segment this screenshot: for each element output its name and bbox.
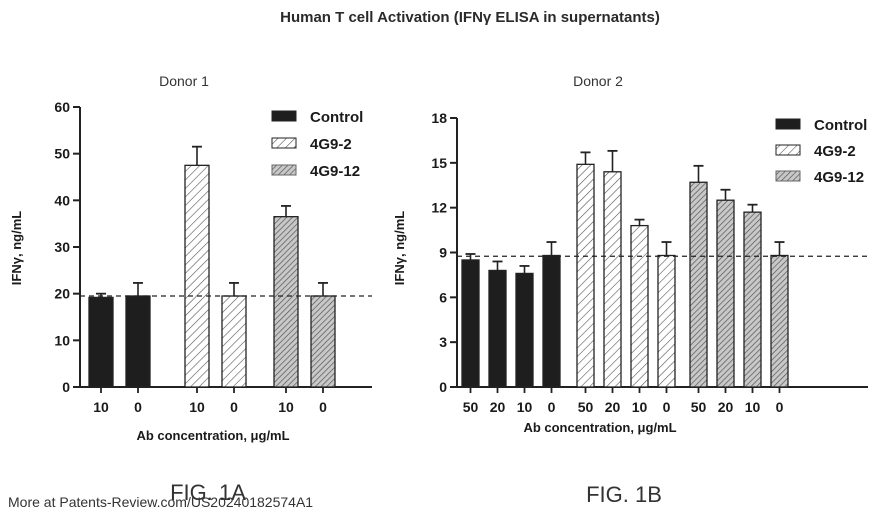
y-tick-label: 60 — [54, 99, 70, 115]
x-tick-label: 0 — [548, 399, 556, 415]
x-tick-label: 20 — [605, 399, 621, 415]
chart-title-donor-1: Donor 1 — [159, 73, 209, 89]
x-tick-label: 10 — [632, 399, 648, 415]
bar-control — [89, 297, 113, 387]
x-tick-label: 10 — [93, 399, 109, 415]
bar-4g9-12 — [744, 212, 761, 387]
x-tick-label: 10 — [745, 399, 761, 415]
x-tick-label: 50 — [691, 399, 707, 415]
bar-4g9-2 — [631, 226, 648, 387]
legend-label-4g9-12: 4G9-12 — [814, 169, 864, 186]
y-axis-label-donor-2: IFNγ, ng/mL — [392, 211, 407, 285]
y-tick-label: 10 — [54, 332, 70, 348]
y-tick-label: 20 — [54, 286, 70, 302]
bar-control — [462, 260, 479, 387]
y-tick-label: 40 — [54, 192, 70, 208]
legend-label-control: Control — [814, 117, 867, 134]
y-tick-label: 15 — [431, 155, 447, 171]
x-tick-label: 10 — [189, 399, 205, 415]
y-tick-label: 9 — [439, 245, 447, 261]
x-tick-label: 0 — [230, 399, 238, 415]
legend-label-control: Control — [310, 109, 363, 126]
x-tick-label: 0 — [319, 399, 327, 415]
chart-donor-2: Donor 2 0 3 6 9 12 15 18 50 20 10 0 50 20 10 0 50 20 100 … — [392, 73, 868, 507]
bar-4g9-12 — [274, 217, 298, 387]
plot-area-donor-2: 0 3 6 9 12 15 18 50 20 10 0 50 20 10 0 50 20 10 0 — [431, 110, 868, 415]
bar-4g9-12 — [771, 255, 788, 387]
bar-4g9-12 — [717, 200, 734, 387]
y-tick-label: 6 — [439, 289, 447, 305]
bar-control — [489, 270, 506, 387]
bar-4g9-2 — [658, 255, 675, 387]
legend-swatch-4g9-2 — [776, 145, 800, 155]
x-axis-label-donor-1: Ab concentration, μg/mL — [136, 428, 289, 443]
bar-4g9-2 — [185, 165, 209, 387]
figure-label-1b: FIG. 1B — [586, 482, 662, 507]
figure-title: Human T cell Activation (IFNγ ELISA in s… — [280, 9, 660, 26]
x-tick-label: 0 — [663, 399, 671, 415]
y-axis-label-donor-1: IFNγ, ng/mL — [9, 211, 24, 285]
y-tick-label: 50 — [54, 146, 70, 162]
y-tick-label: 30 — [54, 239, 70, 255]
y-tick-label: 18 — [431, 110, 447, 126]
y-tick-label: 0 — [439, 379, 447, 395]
x-axis-label-donor-2: Ab concentration, μg/mL — [523, 420, 676, 435]
legend-donor-1: Control 4G9-2 4G9-12 — [272, 109, 363, 180]
x-tick-label: 0 — [776, 399, 784, 415]
y-tick-label: 3 — [439, 334, 447, 350]
x-tick-label: 0 — [134, 399, 142, 415]
bar-4g9-12 — [311, 296, 335, 387]
legend-swatch-4g9-12 — [272, 165, 296, 175]
x-tick-label: 50 — [463, 399, 479, 415]
bar-4g9-2 — [577, 164, 594, 387]
x-tick-label: 50 — [578, 399, 594, 415]
bar-4g9-12 — [690, 182, 707, 387]
bar-4g9-2 — [604, 172, 621, 387]
x-tick-label: 10 — [278, 399, 294, 415]
legend-donor-2: Control 4G9-2 4G9-12 — [776, 117, 867, 186]
x-tick-label: 10 — [517, 399, 533, 415]
legend-label-4g9-2: 4G9-2 — [310, 136, 352, 153]
footer-watermark: More at Patents-Review.com/US20240182574… — [8, 494, 313, 510]
legend-swatch-4g9-2 — [272, 138, 296, 148]
x-tick-label: 20 — [490, 399, 506, 415]
bar-control — [543, 255, 560, 387]
bar-control — [516, 273, 533, 387]
legend-swatch-control — [272, 111, 296, 121]
y-tick-label: 12 — [431, 200, 447, 216]
legend-swatch-4g9-12 — [776, 171, 800, 181]
x-tick-label: 20 — [718, 399, 734, 415]
legend-label-4g9-12: 4G9-12 — [310, 163, 360, 180]
y-tick-label: 0 — [62, 379, 70, 395]
bar-4g9-2 — [222, 296, 246, 387]
legend-swatch-control — [776, 119, 800, 129]
legend-label-4g9-2: 4G9-2 — [814, 143, 856, 160]
chart-title-donor-2: Donor 2 — [573, 73, 623, 89]
bar-control — [126, 296, 150, 387]
chart-donor-1: Donor 1 0 10 20 30 40 50 60 10 0 10 0 10 0 Ab concen… — [9, 73, 372, 505]
